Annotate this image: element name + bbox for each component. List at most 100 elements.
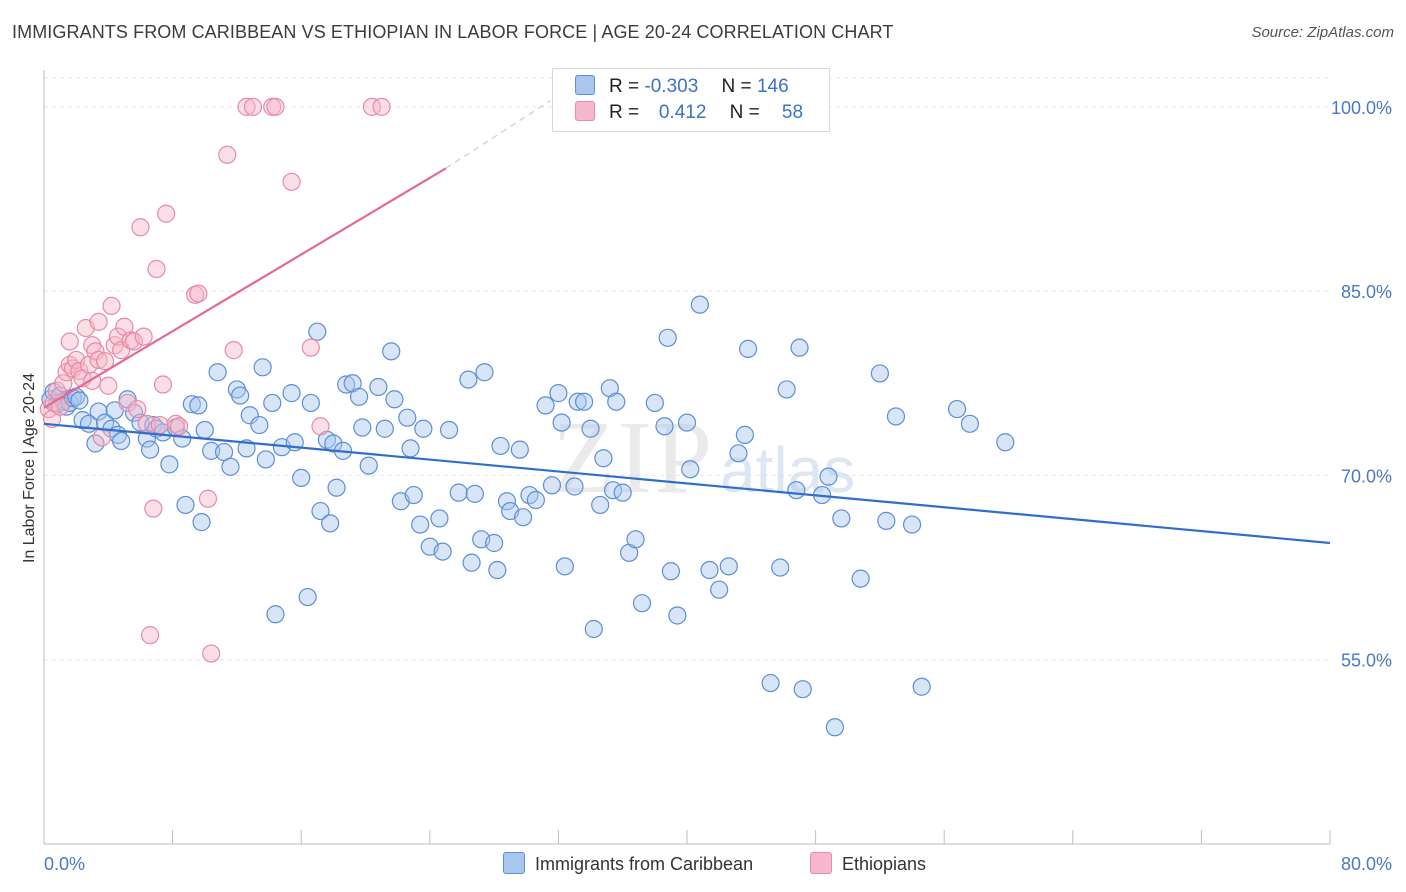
point-caribbean xyxy=(398,408,417,427)
chart-title: IMMIGRANTS FROM CARIBBEAN VS ETHIOPIAN I… xyxy=(12,22,894,42)
point-caribbean xyxy=(542,476,562,495)
point-caribbean xyxy=(851,569,870,588)
y-tick-label: 55.0% xyxy=(1341,651,1392,671)
point-caribbean xyxy=(645,393,664,413)
point-ethiopians xyxy=(89,312,108,331)
point-caribbean xyxy=(491,436,510,456)
legend-r-label: R = xyxy=(609,76,640,97)
point-caribbean xyxy=(176,495,195,515)
point-ethiopians xyxy=(128,399,147,419)
point-ethiopians xyxy=(118,393,137,413)
point-caribbean xyxy=(584,619,603,639)
point-caribbean xyxy=(263,393,282,413)
point-caribbean xyxy=(411,515,430,534)
legend-n-label: N = xyxy=(729,102,760,123)
y-tick-label: 70.0% xyxy=(1341,466,1392,486)
point-caribbean xyxy=(256,450,275,469)
point-ethiopians xyxy=(157,204,176,223)
point-caribbean xyxy=(237,439,256,458)
point-caribbean xyxy=(282,384,301,403)
point-ethiopians xyxy=(224,341,243,360)
point-caribbean xyxy=(349,387,369,406)
point-ethiopians xyxy=(166,414,185,433)
point-ethiopians xyxy=(153,375,173,394)
point-caribbean xyxy=(613,483,632,502)
point-caribbean xyxy=(475,363,494,382)
legend-row-caribbean: R = -0.303 N = 146 xyxy=(575,75,789,103)
point-caribbean xyxy=(488,560,507,580)
bottom-legend-caribbean: Immigrants from Caribbean xyxy=(503,852,753,875)
bottom-legend-label: Ethiopians xyxy=(842,854,927,874)
point-caribbean xyxy=(777,380,796,399)
point-caribbean xyxy=(459,370,478,389)
point-ethiopians xyxy=(124,332,144,351)
point-caribbean xyxy=(658,328,677,347)
point-caribbean xyxy=(353,418,372,437)
point-caribbean xyxy=(912,677,931,696)
point-ethiopians xyxy=(237,97,256,116)
point-caribbean xyxy=(790,338,809,357)
point-caribbean xyxy=(298,587,317,607)
point-caribbean xyxy=(195,420,214,440)
point-caribbean xyxy=(655,417,674,436)
legend-r-label: R = xyxy=(609,102,640,123)
point-caribbean xyxy=(886,407,906,426)
point-caribbean xyxy=(433,542,452,561)
point-caribbean xyxy=(626,530,645,549)
x-tick-label-min: 0.0% xyxy=(44,854,85,874)
watermark-zip: ZIP xyxy=(552,400,714,515)
point-caribbean xyxy=(549,384,568,403)
point-caribbean xyxy=(266,605,285,624)
source-label: Source: ZipAtlas.com xyxy=(1251,24,1394,41)
point-ethiopians xyxy=(362,97,382,116)
point-caribbean xyxy=(112,431,131,451)
point-caribbean xyxy=(877,511,896,530)
point-ethiopians xyxy=(189,284,208,303)
point-caribbean xyxy=(681,460,700,479)
point-caribbean xyxy=(947,399,967,419)
point-ethiopians xyxy=(140,626,160,645)
point-caribbean xyxy=(761,673,780,693)
point-caribbean xyxy=(735,425,754,444)
point-ethiopians xyxy=(202,644,221,663)
point-caribbean xyxy=(430,509,449,528)
point-ethiopians xyxy=(112,341,131,360)
point-caribbean xyxy=(192,513,211,532)
bottom-legend-swatch-pink xyxy=(810,852,832,874)
point-caribbean xyxy=(568,392,587,411)
point-caribbean xyxy=(575,392,594,411)
point-ethiopians xyxy=(131,218,150,237)
point-caribbean xyxy=(771,558,790,577)
point-caribbean xyxy=(375,419,394,438)
point-caribbean xyxy=(497,492,517,511)
point-caribbean xyxy=(369,377,388,397)
point-ethiopians xyxy=(89,350,108,370)
point-ethiopians xyxy=(39,399,58,419)
point-ethiopians xyxy=(198,489,218,508)
legend-n-value: 146 xyxy=(756,76,789,97)
point-caribbean xyxy=(719,557,738,576)
bottom-legend-swatch-blue xyxy=(503,852,525,874)
watermark: ZIP atlas xyxy=(552,400,855,515)
point-ethiopians xyxy=(99,376,118,395)
point-caribbean xyxy=(819,467,838,486)
point-caribbean xyxy=(526,490,545,510)
point-caribbean xyxy=(327,478,346,497)
point-caribbean xyxy=(382,342,401,361)
point-caribbean xyxy=(89,402,108,421)
point-ethiopians xyxy=(301,338,320,357)
point-ethiopians xyxy=(150,415,169,435)
point-caribbean xyxy=(401,439,420,458)
point-ethiopians xyxy=(134,327,153,346)
point-caribbean xyxy=(404,485,423,505)
point-caribbean xyxy=(359,456,378,475)
legend-n-label: N = xyxy=(721,76,752,97)
point-caribbean xyxy=(202,441,221,460)
trend-line-ethiopians xyxy=(43,167,447,409)
point-caribbean xyxy=(221,457,240,476)
point-caribbean xyxy=(793,680,812,699)
point-caribbean xyxy=(337,375,356,394)
point-caribbean xyxy=(632,594,652,613)
point-ethiopians xyxy=(60,332,79,351)
